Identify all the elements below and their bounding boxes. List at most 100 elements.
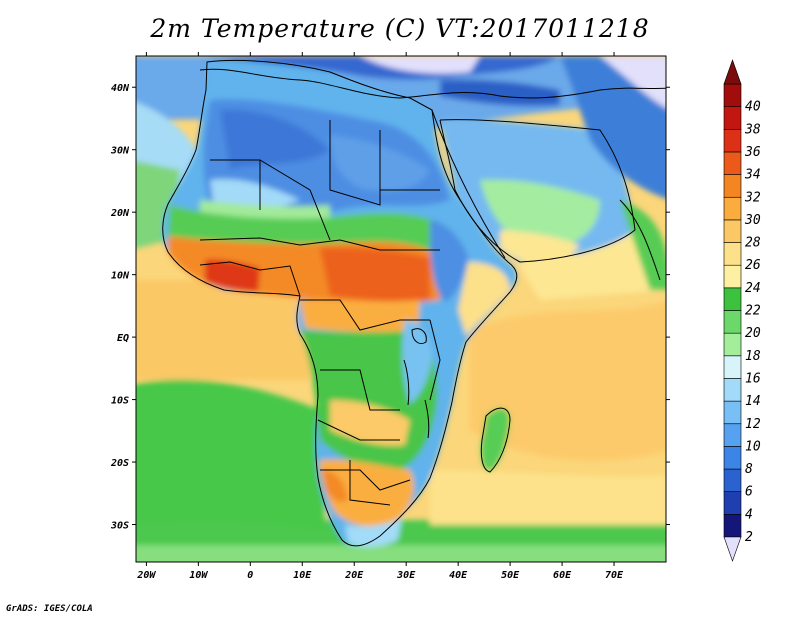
border-sahel xyxy=(199,237,440,251)
south-atlantic-zone xyxy=(136,379,325,530)
india-coastline xyxy=(619,199,661,281)
y-tick-label: EQ xyxy=(117,333,129,344)
cameroon-warm xyxy=(300,299,420,333)
colorbar-level-label: 28 xyxy=(745,236,761,251)
colorbar-swatch xyxy=(723,287,742,311)
asia-cool-zone xyxy=(560,56,666,199)
map-frame xyxy=(135,55,667,563)
tropical-atlantic-band xyxy=(136,280,310,380)
lake-tanganyika xyxy=(403,359,410,406)
y-tick-label: 20S xyxy=(110,458,129,469)
colorbar-level-label: 14 xyxy=(745,394,761,409)
madagascar-green xyxy=(481,408,510,472)
zambia-warm xyxy=(330,400,410,446)
x-tick-label: 70E xyxy=(605,570,624,581)
colorbar-swatch xyxy=(723,264,742,289)
map-plot-area xyxy=(136,56,666,562)
red-sea-line xyxy=(431,109,506,259)
colorbar-level-label: 24 xyxy=(745,281,761,296)
sahel-light-green xyxy=(200,200,330,219)
colorbar-level-label: 32 xyxy=(744,190,761,205)
lake-malawi xyxy=(424,399,430,439)
y-tick-label: 30S xyxy=(110,521,129,532)
colorbar-swatch xyxy=(723,219,742,243)
guinea-hot-core xyxy=(205,259,260,292)
colorbar-level-label: 22 xyxy=(745,304,761,319)
border-congo xyxy=(320,369,400,411)
arabia-coastline xyxy=(439,119,636,263)
y-tick-label: 10S xyxy=(111,396,129,407)
colorbar-swatch xyxy=(723,400,742,425)
border-sahara-2 xyxy=(259,159,331,241)
colorbar-level-label: 26 xyxy=(745,258,761,273)
y-tick-label: 40N xyxy=(111,83,130,94)
colorbar-swatch xyxy=(723,310,742,334)
colorbar-swatch xyxy=(723,446,742,470)
sahara-deep-cool xyxy=(220,109,330,170)
colorbar-swatch xyxy=(723,129,742,153)
x-tick-label: 0 xyxy=(247,570,253,581)
border-west-africa xyxy=(199,261,301,297)
horn-warm xyxy=(458,262,510,336)
border-angola xyxy=(317,419,400,441)
border-east xyxy=(429,319,441,401)
x-tick-label: 60E xyxy=(553,570,572,581)
southern-ocean-cool xyxy=(136,545,666,562)
colorbar-level-label: 20 xyxy=(745,326,761,341)
europe-coastline xyxy=(199,68,666,99)
colorbar-swatch xyxy=(723,151,742,175)
y-tick-label: 20N xyxy=(110,208,130,219)
south-africa-cool xyxy=(345,518,402,548)
chart-title: 2m Temperature (C) VT:2017011218 xyxy=(150,14,650,43)
colorbar-level-label: 36 xyxy=(744,145,761,160)
country-boundaries xyxy=(162,59,666,547)
colorbar-above-arrow xyxy=(723,59,742,85)
colorbar-swatch xyxy=(723,378,742,402)
x-tick-label: 30E xyxy=(396,570,416,581)
border-central xyxy=(300,299,430,331)
colorbar-level-label: 40 xyxy=(745,100,761,115)
colorbar-swatch xyxy=(723,83,742,107)
colorbar-swatch xyxy=(723,355,742,379)
colorbar-level-label: 2 xyxy=(745,530,753,545)
border-libya xyxy=(329,120,381,206)
colorbar-swatch xyxy=(723,174,742,198)
border-southern xyxy=(320,469,411,491)
colorbar-level-label: 16 xyxy=(745,371,761,386)
turkey-cool xyxy=(440,79,560,106)
colorbar-swatch xyxy=(723,468,742,492)
africa-coastline xyxy=(162,59,518,547)
colorbar-swatch xyxy=(723,242,742,266)
colorbar-level-label: 10 xyxy=(745,439,761,454)
x-tick-label: 10E xyxy=(293,570,312,581)
colorbar-level-label: 30 xyxy=(744,213,761,228)
indian-ocean-warm xyxy=(470,301,666,461)
y-tick-label: 10N xyxy=(111,271,130,282)
colorbar-level-label: 4 xyxy=(745,507,753,522)
x-tick-label: 20E xyxy=(344,570,364,581)
colorbar-level-label: 38 xyxy=(744,122,761,137)
colorbar-level-label: 6 xyxy=(745,485,753,500)
south-indian-zone xyxy=(430,470,666,525)
india-zone xyxy=(620,200,666,290)
colorbar-swatch xyxy=(723,514,742,538)
x-tick-label: 50E xyxy=(501,570,520,581)
yemen-warm xyxy=(500,230,580,266)
colorbar-swatch xyxy=(723,332,742,357)
x-tick-label: 10W xyxy=(189,570,208,581)
colorbar-level-label: 18 xyxy=(745,349,761,364)
colorbar-level-label: 34 xyxy=(744,168,761,183)
ethiopia-highlands xyxy=(430,220,468,302)
madagascar-coastline xyxy=(480,407,511,473)
colorbar-swatch xyxy=(723,423,742,447)
footer-credit: GrADS: IGES/COLA xyxy=(6,604,93,614)
namibia-hot xyxy=(322,470,348,502)
kalahari-warm xyxy=(320,459,414,528)
colorbar-swatch xyxy=(723,106,742,130)
border-botswana xyxy=(349,460,391,506)
axis-ticks: 20W 10W 0 10E 20E 30E 40E 50E 60E 70E 40N 30N 20N 10N… xyxy=(110,52,670,581)
balkans-deep-cool xyxy=(360,56,480,74)
colorbar-swatch xyxy=(723,491,742,515)
